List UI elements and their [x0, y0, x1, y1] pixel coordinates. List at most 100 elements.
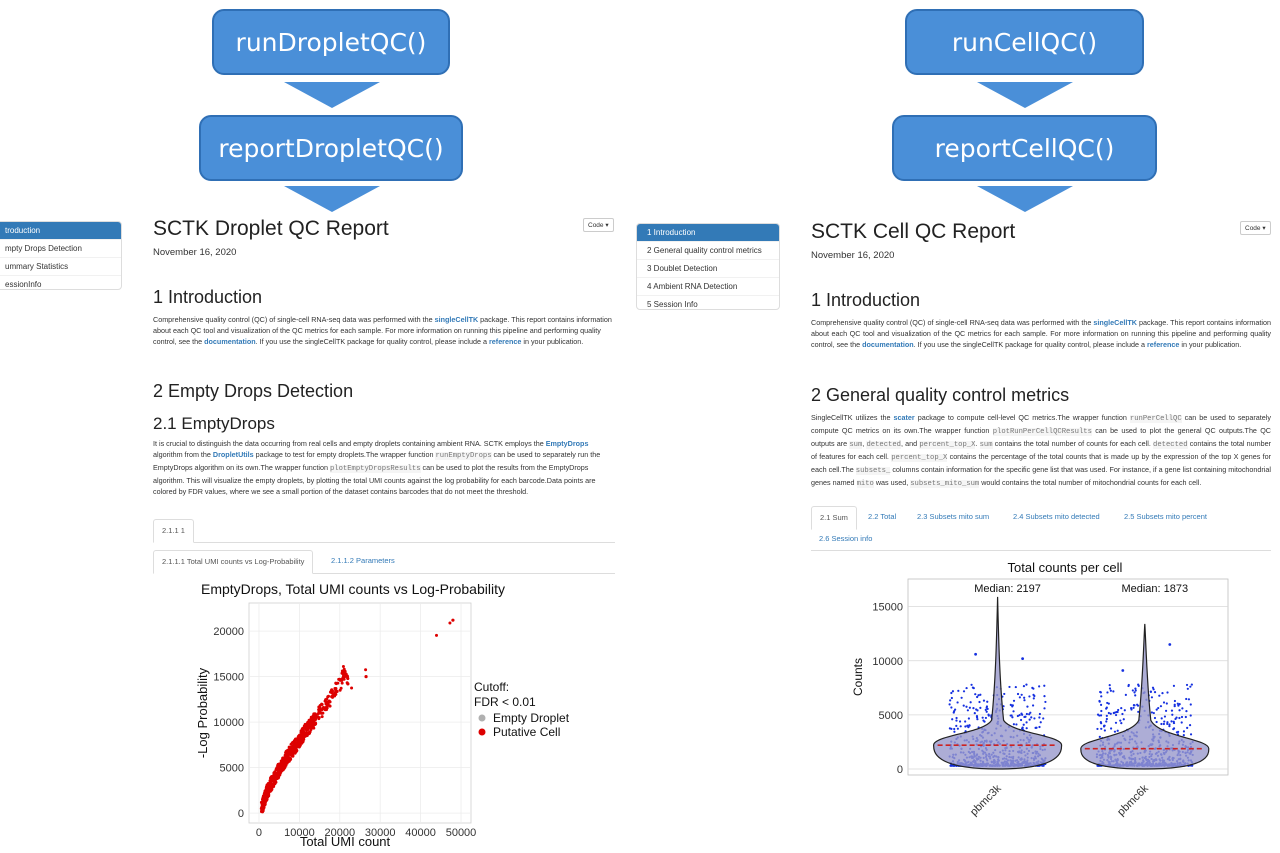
scatter-point	[320, 715, 324, 719]
legend-empty-droplet: Empty Droplet	[493, 711, 570, 725]
scatter-point	[266, 785, 270, 789]
tab-parameters[interactable]: 2.1.1.2 Parameters	[331, 556, 395, 565]
violin-point	[1044, 700, 1047, 704]
violin-point	[1100, 722, 1103, 725]
violin-point	[1015, 723, 1018, 726]
violin-point	[1034, 726, 1037, 729]
documentation-link[interactable]: documentation	[862, 340, 914, 349]
scatter-y-tick: 15000	[213, 672, 244, 684]
violin-point	[1116, 710, 1119, 714]
violin-point	[1023, 699, 1026, 702]
violin-point	[1176, 702, 1179, 705]
scatter-point	[364, 668, 368, 672]
tab-umi-vs-logprob[interactable]: 2.1.1.1 Total UMI counts vs Log-Probabil…	[153, 550, 314, 574]
violin-point	[984, 716, 988, 720]
violin-point	[1132, 706, 1135, 709]
violin-point	[976, 695, 979, 699]
violin-point	[1023, 696, 1026, 699]
violin-point	[1114, 713, 1118, 717]
toc-item-introduction[interactable]: 1 Introduction	[637, 224, 779, 242]
violin-point	[1171, 713, 1174, 716]
scatter-x-tick: 0	[256, 827, 262, 839]
violin-point	[952, 711, 955, 714]
documentation-link[interactable]: documentation	[204, 337, 256, 346]
violin-point	[1152, 711, 1155, 715]
violin-point	[950, 696, 953, 700]
scatter-point	[265, 790, 269, 794]
tab-subsets-mito-percent[interactable]: 2.5 Subsets mito percent	[1124, 512, 1207, 521]
singlecelltk-link[interactable]: singleCellTK	[434, 315, 479, 324]
violin-point	[987, 713, 990, 716]
reference-link[interactable]: reference	[489, 337, 522, 346]
emptydrops-link[interactable]: EmptyDrops	[545, 439, 589, 448]
violin-point	[1180, 721, 1183, 724]
violin-point	[1038, 725, 1041, 729]
violin-point	[1019, 718, 1023, 722]
violin-point	[1025, 712, 1028, 716]
violin-point	[1100, 709, 1103, 713]
tab-sample-1[interactable]: 2.1.1 1	[153, 519, 194, 543]
violin-point	[1185, 683, 1189, 687]
toc-item-introduction[interactable]: troduction	[0, 222, 121, 240]
scatter-point	[293, 746, 297, 750]
scatter-point	[318, 706, 322, 710]
violin-point	[1137, 684, 1140, 688]
violin-point	[1031, 704, 1035, 707]
violin-point	[1105, 706, 1108, 709]
violin-point	[962, 690, 966, 693]
toc-item-ambient-rna[interactable]: 4 Ambient RNA Detection	[637, 278, 779, 296]
scatter-point	[340, 678, 344, 682]
scatter-point	[340, 681, 344, 685]
toc-item-empty-drops[interactable]: mpty Drops Detection	[0, 240, 121, 258]
violin-point	[972, 707, 975, 710]
dropletutils-link[interactable]: DropletUtils	[212, 450, 254, 459]
scatter-point	[261, 809, 265, 813]
scatter-x-label: Total UMI count	[300, 834, 391, 849]
violin-point	[1120, 722, 1123, 725]
violin-point	[1038, 716, 1041, 719]
violin-point	[1032, 687, 1035, 690]
tab-subsets-mito-sum[interactable]: 2.3 Subsets mito sum	[917, 512, 990, 521]
violin-point	[1151, 686, 1155, 689]
scatter-point	[298, 743, 302, 747]
violin-point	[958, 720, 962, 723]
violin-point	[1023, 715, 1026, 719]
singlecelltk-link[interactable]: singleCellTK	[1093, 318, 1137, 327]
violin-x-tick: pbmc3k	[968, 782, 1004, 818]
reference-link[interactable]: reference	[1147, 340, 1180, 349]
violin-point	[1108, 684, 1111, 687]
violin-point	[974, 693, 977, 696]
toc-item-session-info[interactable]: 5 Session Info	[637, 296, 779, 309]
scatter-point	[277, 767, 281, 772]
violin-point	[1190, 683, 1193, 686]
violin-point	[1028, 695, 1031, 698]
scater-link[interactable]: scater	[893, 413, 915, 422]
tab-sum[interactable]: 2.1 Sum	[811, 506, 857, 530]
violin-point	[1182, 734, 1185, 737]
violin-point	[1038, 685, 1041, 688]
toc-item-general-qc[interactable]: 2 General quality control metrics	[637, 242, 779, 260]
tab-session-info[interactable]: 2.6 Session info	[819, 534, 873, 543]
scatter-point	[340, 671, 344, 675]
violin-point	[1107, 702, 1110, 705]
violin-point	[1178, 702, 1181, 706]
scatter-point	[294, 749, 298, 753]
tab-subsets-mito-detected[interactable]: 2.4 Subsets mito detected	[1013, 512, 1100, 521]
tab-total[interactable]: 2.2 Total	[868, 512, 897, 521]
violin-point	[1133, 691, 1136, 694]
toc-item-summary[interactable]: ummary Statistics	[0, 258, 121, 276]
scatter-point	[342, 669, 346, 673]
violin-point	[976, 718, 979, 721]
toc-item-sessioninfo[interactable]: essionInfo	[0, 276, 121, 289]
toc-item-doublet[interactable]: 3 Doublet Detection	[637, 260, 779, 278]
scatter-y-tick: 5000	[220, 763, 244, 775]
code-button[interactable]: Code ▾	[583, 218, 614, 232]
code-button[interactable]: Code ▾	[1240, 221, 1271, 235]
violin-point	[1162, 701, 1166, 704]
scatter-point	[269, 782, 273, 786]
violin-point	[1180, 715, 1184, 719]
violin-point	[1189, 685, 1192, 688]
violin-point	[1172, 684, 1176, 687]
scatter-x-tick: 50000	[446, 827, 477, 839]
violin-point	[962, 704, 965, 707]
